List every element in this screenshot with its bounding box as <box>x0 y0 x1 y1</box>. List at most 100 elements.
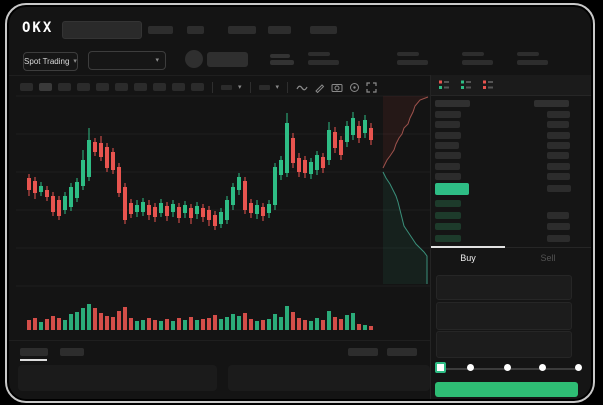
fullscreen-icon[interactable] <box>366 81 377 93</box>
price-field[interactable] <box>436 275 572 300</box>
orderbook-row-price[interactable] <box>435 200 461 207</box>
divider <box>212 81 213 93</box>
stat-label-placeholder <box>462 52 484 56</box>
app-window: OKX Spot Trading ▾ ▾ ▾ ▾ <box>5 3 595 403</box>
coin-avatar <box>185 50 203 68</box>
timeframe-button[interactable] <box>20 83 33 91</box>
timeframe-button[interactable] <box>172 83 185 91</box>
chart-toolbar: ▾ ▾ <box>20 79 377 95</box>
pair-selector-dropdown[interactable]: ▾ <box>88 51 166 70</box>
stat-label-placeholder <box>308 52 330 56</box>
stat-value-placeholder <box>397 60 428 65</box>
orderbook-row-amount <box>547 212 569 219</box>
nav-item-placeholder[interactable] <box>310 26 337 34</box>
bottom-control-placeholder[interactable] <box>387 348 417 356</box>
bottom-panel <box>18 365 217 391</box>
orderbook-row-price[interactable] <box>435 152 461 159</box>
timeframe-button[interactable] <box>96 83 109 91</box>
orderbook-row-price[interactable] <box>435 142 459 149</box>
timeframe-button[interactable] <box>77 83 90 91</box>
orderbook-header-amount <box>534 100 569 107</box>
divider <box>9 75 430 76</box>
orderbook-row-amount <box>547 142 570 149</box>
settings-circle-icon[interactable] <box>349 82 360 93</box>
bottom-tab[interactable] <box>60 348 84 356</box>
indicator-selector[interactable] <box>221 84 232 90</box>
orderbook-row-price[interactable] <box>435 163 460 170</box>
orderbook-row-amount <box>547 152 569 159</box>
okx-logo[interactable]: OKX <box>22 20 54 36</box>
draw-pencil-icon[interactable] <box>314 82 325 93</box>
orderbook-row-price[interactable] <box>435 173 461 180</box>
divider <box>431 247 591 248</box>
nav-item-placeholder[interactable] <box>268 26 291 34</box>
bottom-control-placeholder[interactable] <box>348 348 378 356</box>
amount-field[interactable] <box>436 302 572 330</box>
orderbook-row-amount <box>547 121 569 128</box>
timeframe-button[interactable] <box>58 83 71 91</box>
active-tab-underline <box>20 359 47 361</box>
stat-label-placeholder <box>397 52 419 56</box>
tab-buy[interactable]: Buy <box>460 253 476 263</box>
orderbook-row-amount <box>547 185 571 192</box>
chevron-down-icon: ▾ <box>155 57 159 64</box>
stat-value-placeholder <box>308 60 339 65</box>
market-type-dropdown[interactable]: Spot Trading ▾ <box>23 52 78 71</box>
stat-label-placeholder <box>517 52 539 56</box>
orderbook-toolbar <box>431 75 591 96</box>
orderbook-row-price[interactable] <box>435 223 461 230</box>
divider <box>249 81 251 93</box>
divider <box>287 81 289 93</box>
order-panel: Buy Sell <box>430 75 591 399</box>
timeframe-button[interactable] <box>115 83 128 91</box>
buy-submit-button[interactable] <box>435 382 578 397</box>
chevron-down-icon: ▾ <box>73 58 77 65</box>
orderbook-row-price[interactable] <box>435 235 461 242</box>
slider-stop[interactable] <box>575 364 582 371</box>
last-price-badge[interactable] <box>435 183 469 195</box>
line-chart-icon[interactable] <box>296 82 308 92</box>
camera-icon[interactable] <box>331 82 343 92</box>
price-chart[interactable] <box>16 95 430 347</box>
chevron-down-icon[interactable]: ▾ <box>275 83 280 91</box>
timeframe-button[interactable] <box>153 83 166 91</box>
tab-sell[interactable]: Sell <box>540 253 556 263</box>
nav-item-placeholder[interactable] <box>228 26 256 34</box>
pair-name-placeholder[interactable] <box>207 52 248 67</box>
timeframe-button-selected[interactable] <box>39 83 52 91</box>
price-placeholder <box>270 54 290 58</box>
bottom-tab-active[interactable] <box>20 348 48 356</box>
slider-stop[interactable] <box>467 364 474 371</box>
orderbook-row-amount <box>547 163 570 170</box>
total-field[interactable] <box>436 331 572 358</box>
divider <box>9 340 430 341</box>
nav-item-placeholder[interactable] <box>187 26 204 34</box>
orderbook-view-bids-icon[interactable] <box>460 79 472 91</box>
bottom-panel <box>228 365 430 391</box>
slider-handle[interactable] <box>435 362 446 373</box>
orderbook-row-amount <box>547 173 570 180</box>
orderbook-row-amount <box>547 235 570 242</box>
chart-type-selector[interactable] <box>258 84 270 90</box>
orderbook-row-price[interactable] <box>435 132 461 139</box>
timeframe-button[interactable] <box>134 83 147 91</box>
orderbook-row-price[interactable] <box>435 121 460 128</box>
slider-stop[interactable] <box>539 364 546 371</box>
orderbook-row-price[interactable] <box>435 111 461 118</box>
orderbook-view-both-icon[interactable] <box>438 79 450 91</box>
buy-tab-underline <box>431 246 505 248</box>
stat-value-placeholder <box>462 60 493 65</box>
market-type-label: Spot Trading <box>24 57 70 66</box>
change-placeholder <box>270 60 294 65</box>
orderbook-row-amount <box>547 111 570 118</box>
orderbook-row-amount <box>547 132 570 139</box>
orderbook-row-price[interactable] <box>435 212 461 219</box>
search-input[interactable] <box>62 21 142 39</box>
stat-value-placeholder <box>517 60 548 65</box>
slider-stop[interactable] <box>504 364 511 371</box>
chevron-down-icon[interactable]: ▾ <box>238 83 242 91</box>
timeframe-button[interactable] <box>191 83 204 91</box>
orderbook-view-asks-icon[interactable] <box>482 79 494 91</box>
nav-item-placeholder[interactable] <box>148 26 173 34</box>
orderbook-header-price <box>435 100 470 107</box>
